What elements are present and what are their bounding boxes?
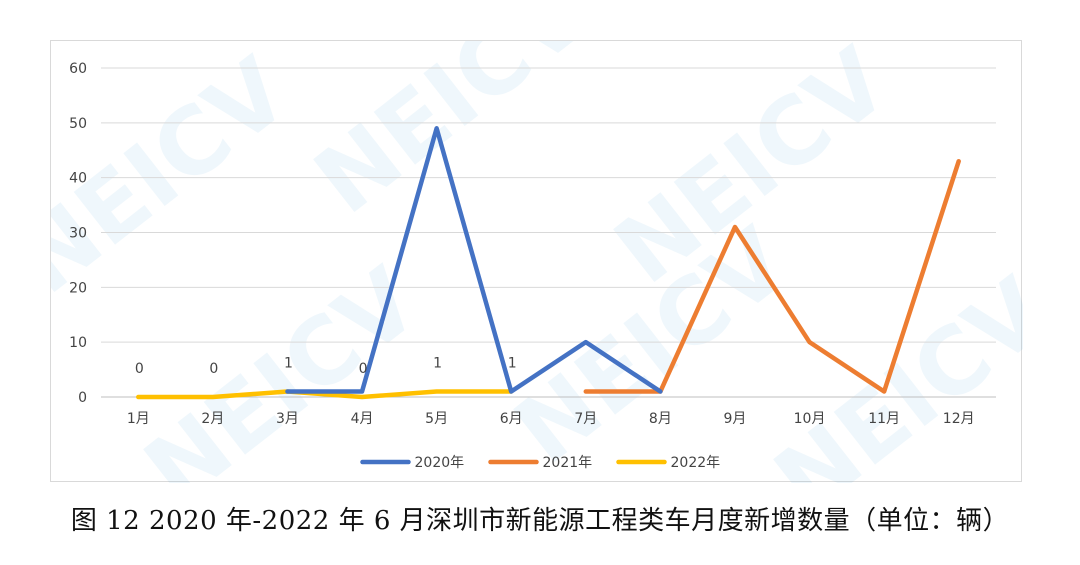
y-tick-label: 50 — [69, 116, 87, 132]
data-label: 0 — [135, 361, 144, 377]
x-axis-ticks: 1月 2月 3月 4月 5月 6月 7月 8月 9月 10月 11月 12月 — [127, 411, 975, 427]
series-lines — [136, 126, 961, 400]
data-label: 0 — [359, 361, 368, 377]
data-label: 0 — [209, 361, 218, 377]
x-tick-label: 9月 — [723, 411, 746, 427]
y-axis-ticks: 0 10 20 30 40 50 60 — [69, 61, 87, 406]
legend: 2020年 2021年 2022年 — [360, 455, 721, 471]
y-tick-label: 60 — [69, 61, 87, 77]
data-label: 1 — [284, 356, 293, 372]
y-tick-label: 10 — [69, 335, 87, 351]
grid-lines — [101, 67, 996, 398]
x-tick-label: 12月 — [943, 411, 975, 427]
watermark-text: NEICV — [295, 41, 607, 235]
legend-label: 2021年 — [543, 455, 593, 471]
x-tick-label: 8月 — [649, 411, 672, 427]
series-line-2021年 — [583, 158, 961, 394]
series-line-2020年 — [285, 126, 663, 394]
x-tick-label: 1月 — [127, 411, 150, 427]
data-label: 1 — [508, 356, 517, 372]
series-line-2022年 — [136, 389, 514, 400]
data-labels: 0 0 1 0 1 1 — [135, 356, 517, 377]
y-tick-label: 0 — [78, 390, 87, 406]
legend-label: 2022年 — [671, 455, 721, 471]
x-tick-label: 3月 — [276, 411, 299, 427]
x-tick-label: 4月 — [351, 411, 374, 427]
figure-caption: 图 12 2020 年-2022 年 6 月深圳市新能源工程类车月度新增数量（单… — [70, 506, 1010, 536]
x-tick-label: 11月 — [868, 411, 900, 427]
x-tick-label: 10月 — [794, 411, 826, 427]
x-tick-label: 7月 — [574, 411, 597, 427]
y-tick-label: 20 — [69, 280, 87, 296]
x-tick-label: 2月 — [201, 411, 224, 427]
x-tick-label: 6月 — [500, 411, 523, 427]
y-tick-label: 30 — [69, 226, 87, 242]
x-tick-label: 5月 — [425, 411, 448, 427]
y-tick-label: 40 — [69, 171, 87, 187]
data-label: 1 — [433, 356, 442, 372]
chart-frame: NEICV NEICV NEICV NEICV NEICV NEICV 0 10 20 30 40… — [50, 40, 1023, 483]
legend-label: 2020年 — [415, 455, 465, 471]
